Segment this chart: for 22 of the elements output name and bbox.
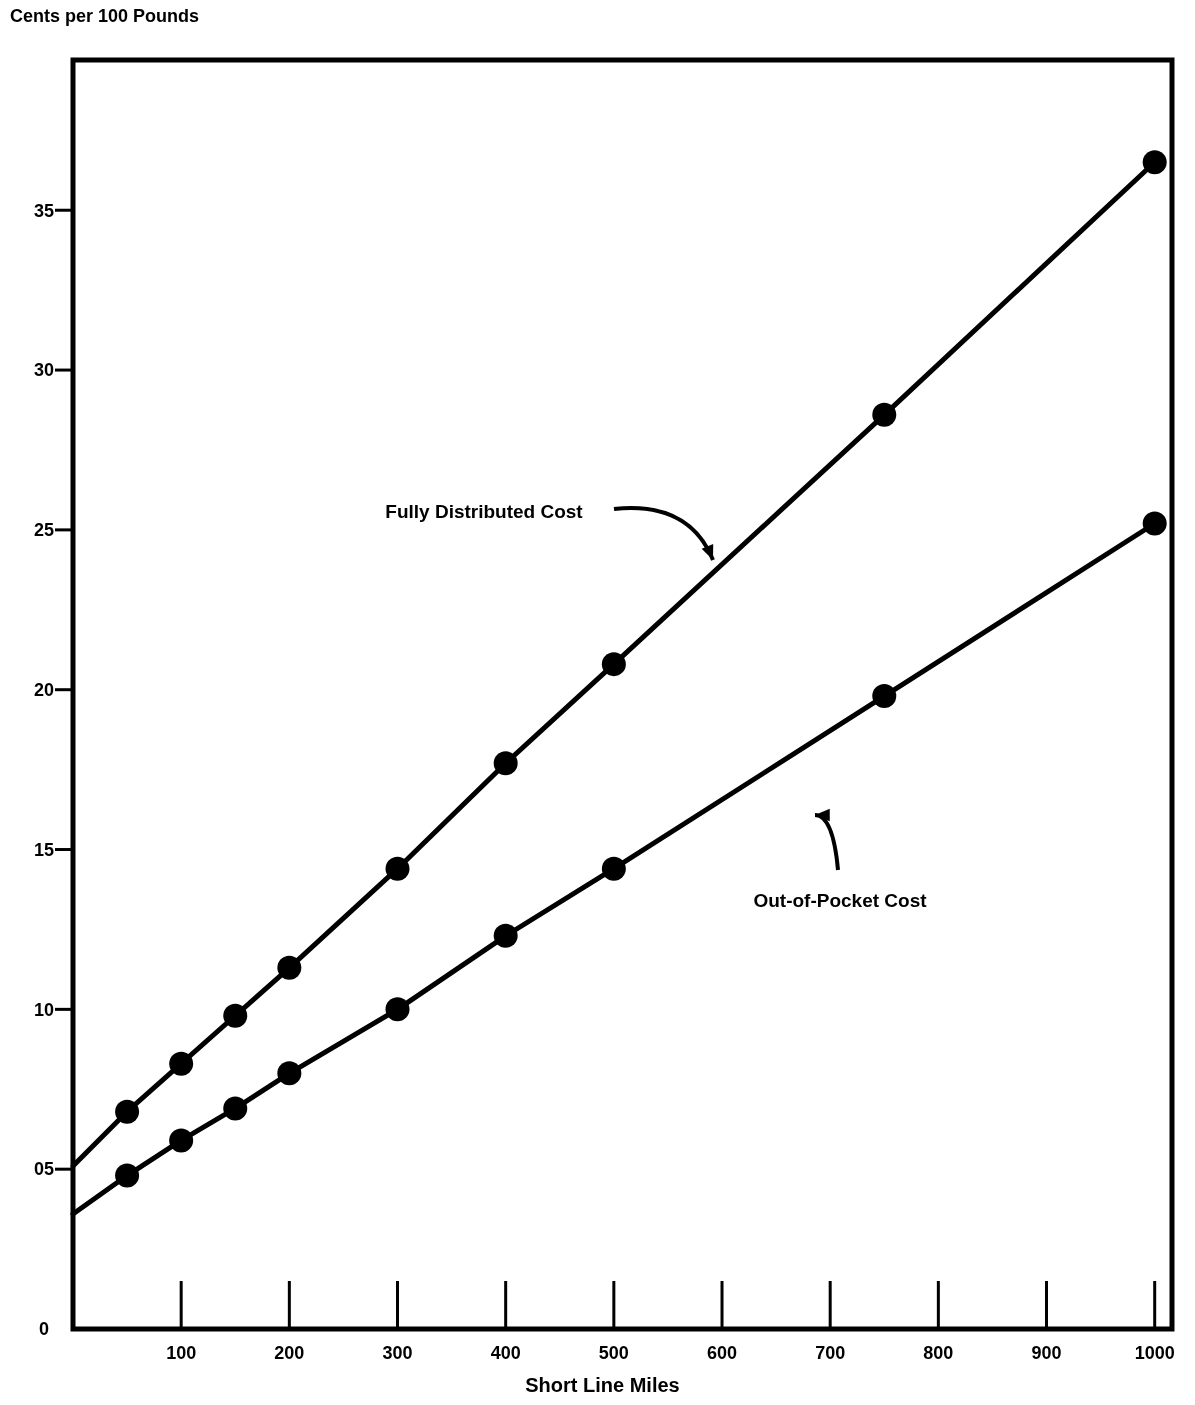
x-tick-label: 800: [923, 1343, 954, 1363]
x-tick-label: 1000: [1134, 1343, 1175, 1363]
y-tick-label: 05: [33, 1159, 55, 1180]
y-tick-label: 15: [33, 839, 55, 860]
y-tick-label: 0: [38, 1319, 50, 1340]
y-tick-label: 10: [33, 999, 55, 1020]
annotation: Out-of-Pocket Cost: [753, 889, 928, 911]
y-axis-title: Cents per 100 Pounds: [10, 6, 200, 26]
y-tick-label: 25: [33, 520, 55, 541]
y-tick-label: 30: [33, 360, 55, 381]
x-tick-label: 400: [490, 1343, 521, 1363]
x-tick-label: 600: [706, 1343, 738, 1363]
x-tick-label: 500: [598, 1343, 629, 1363]
x-tick-label: 900: [1031, 1343, 1062, 1363]
x-tick-label: 300: [382, 1343, 413, 1363]
x-tick-label: 100: [166, 1343, 197, 1363]
x-tick-label: 700: [815, 1343, 846, 1363]
y-tick-label: 20: [33, 680, 55, 701]
y-tick-label: 35: [33, 200, 55, 221]
x-tick-label: 200: [274, 1343, 305, 1363]
annotation: Fully Distributed Cost: [385, 500, 584, 522]
x-axis-title: Short Line Miles: [525, 1374, 680, 1396]
